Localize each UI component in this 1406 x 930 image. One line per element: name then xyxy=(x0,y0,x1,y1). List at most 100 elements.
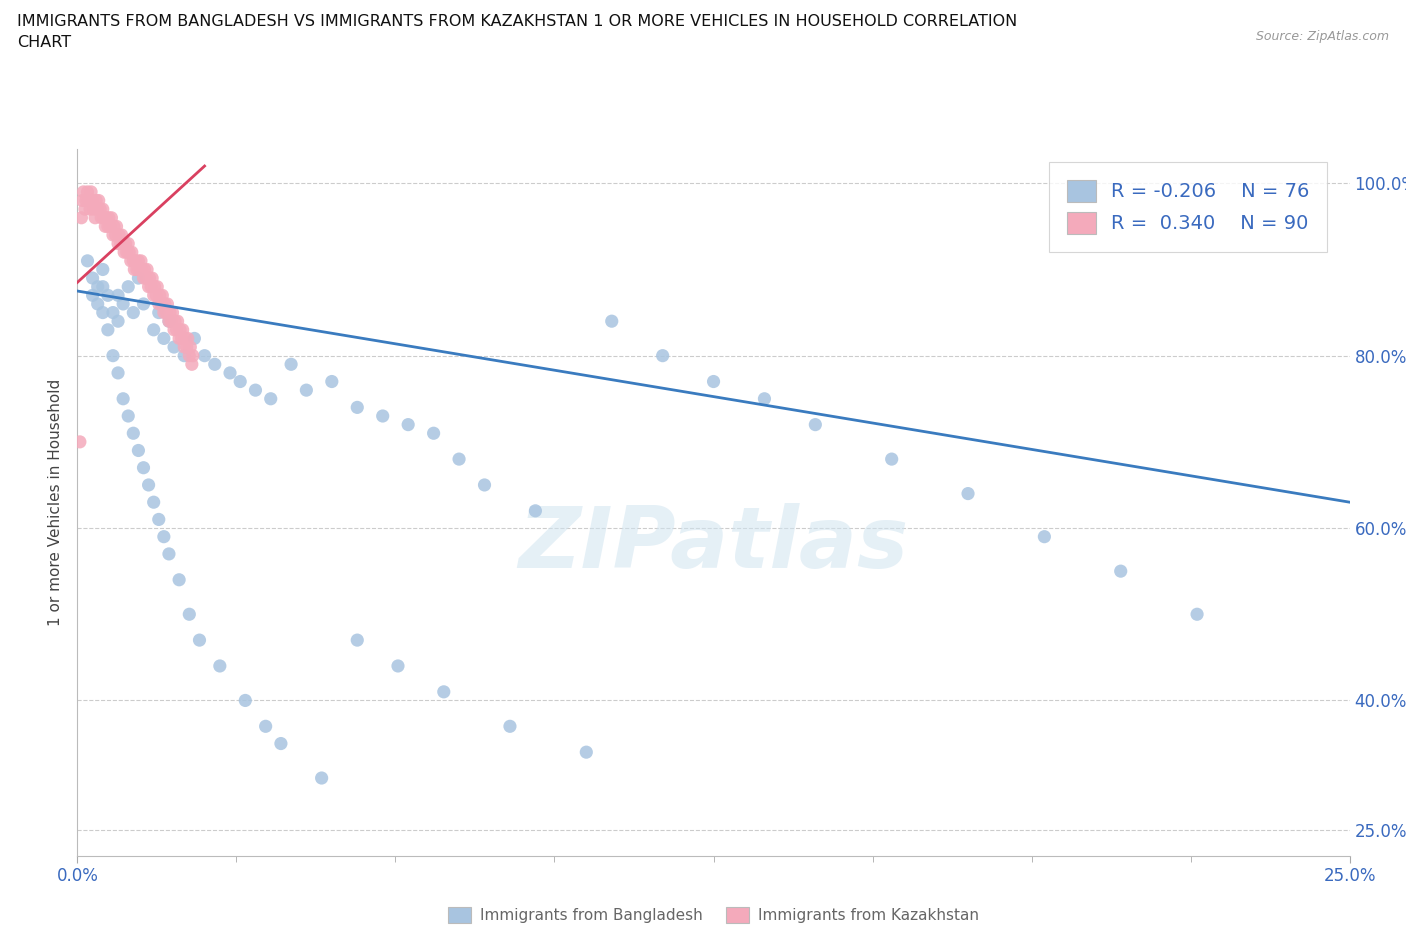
Point xyxy=(321,374,343,389)
Point xyxy=(90,210,112,225)
Point xyxy=(204,357,226,372)
Point xyxy=(136,262,159,277)
Point xyxy=(122,426,145,441)
Point xyxy=(122,253,145,268)
Point xyxy=(91,202,114,217)
Point xyxy=(91,305,114,320)
Point xyxy=(82,271,104,286)
Point xyxy=(180,357,202,372)
Point xyxy=(157,547,180,562)
Point xyxy=(125,262,148,277)
Point xyxy=(105,219,128,233)
Point xyxy=(142,495,165,510)
Point xyxy=(84,210,107,225)
Point xyxy=(93,210,115,225)
Point xyxy=(346,632,368,647)
Point xyxy=(167,572,190,587)
Point xyxy=(94,219,117,233)
Point xyxy=(142,288,165,303)
Text: ZIPatlas: ZIPatlas xyxy=(519,503,908,586)
Point xyxy=(110,228,132,243)
Point xyxy=(138,477,160,492)
Point xyxy=(132,297,155,312)
Point xyxy=(101,305,124,320)
Point xyxy=(145,288,167,303)
Point xyxy=(97,323,120,338)
Point xyxy=(110,236,132,251)
Point xyxy=(112,392,135,406)
Point xyxy=(127,253,149,268)
Point xyxy=(107,313,129,328)
Point xyxy=(174,331,197,346)
Point xyxy=(1109,564,1132,578)
Point xyxy=(188,632,211,647)
Point xyxy=(270,737,292,751)
Point xyxy=(153,529,176,544)
Point xyxy=(754,392,776,406)
Point xyxy=(163,323,186,338)
Point xyxy=(75,193,97,208)
Point xyxy=(1033,529,1056,544)
Text: Source: ZipAtlas.com: Source: ZipAtlas.com xyxy=(1256,30,1389,43)
Point xyxy=(229,374,252,389)
Point xyxy=(139,279,162,294)
Point xyxy=(138,271,160,286)
Point xyxy=(150,297,173,312)
Point xyxy=(150,288,173,303)
Point xyxy=(115,245,138,259)
Point xyxy=(295,383,318,398)
Point xyxy=(181,348,204,363)
Point xyxy=(117,236,139,251)
Point xyxy=(245,383,267,398)
Point xyxy=(433,684,456,699)
Point xyxy=(703,374,725,389)
Point xyxy=(1185,606,1208,621)
Point xyxy=(96,210,118,225)
Point xyxy=(120,253,142,268)
Point xyxy=(179,348,201,363)
Point xyxy=(82,193,104,208)
Point xyxy=(160,313,183,328)
Point xyxy=(371,408,394,423)
Point xyxy=(155,305,177,320)
Point xyxy=(97,219,120,233)
Point xyxy=(474,477,496,492)
Point xyxy=(72,184,94,199)
Point xyxy=(132,271,155,286)
Point xyxy=(260,392,283,406)
Point xyxy=(153,331,176,346)
Point xyxy=(76,184,98,199)
Point xyxy=(346,400,368,415)
Point xyxy=(880,452,903,467)
Point xyxy=(600,313,623,328)
Point xyxy=(132,460,155,475)
Point xyxy=(121,245,143,259)
Point xyxy=(129,253,152,268)
Point xyxy=(101,348,124,363)
Point xyxy=(166,323,188,338)
Point xyxy=(524,503,547,518)
Point xyxy=(165,313,187,328)
Point xyxy=(170,331,193,346)
Point xyxy=(422,426,444,441)
Point xyxy=(311,771,333,786)
Point xyxy=(72,193,94,208)
Point xyxy=(804,418,827,432)
Point xyxy=(233,693,256,708)
Point xyxy=(449,452,471,467)
Point xyxy=(162,305,184,320)
Point xyxy=(148,305,170,320)
Point xyxy=(127,271,149,286)
Point xyxy=(70,210,93,225)
Point xyxy=(108,228,131,243)
Point xyxy=(128,262,150,277)
Point xyxy=(575,745,598,760)
Point xyxy=(179,606,201,621)
Point xyxy=(166,313,188,328)
Point xyxy=(100,219,122,233)
Point xyxy=(86,297,108,312)
Point xyxy=(86,279,108,294)
Point xyxy=(107,288,129,303)
Point xyxy=(163,339,186,354)
Point xyxy=(112,236,135,251)
